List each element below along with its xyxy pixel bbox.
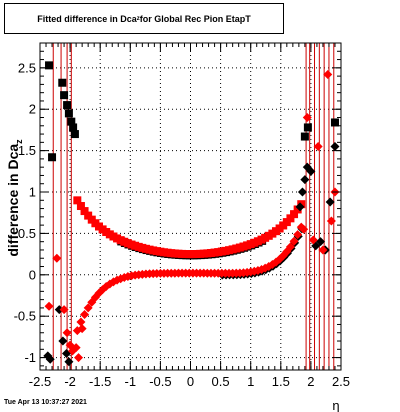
x-tick-label: 0.5	[212, 374, 230, 389]
y-tick-label: 0.5	[18, 226, 36, 241]
edge-diamond-marker	[297, 187, 307, 197]
x-tick-label: 2	[307, 374, 314, 389]
x-tick-label: 1.5	[272, 374, 290, 389]
edge-square-marker	[58, 78, 67, 87]
edge-square-marker	[70, 130, 79, 139]
chart-title-rest: for Global Rec Pion EtapT	[139, 13, 251, 24]
edge-diamond-marker	[302, 113, 312, 123]
x-tick-label: -0.5	[149, 374, 171, 389]
x-tick-label: -1	[125, 374, 137, 389]
edge-diamond-marker	[306, 166, 316, 176]
edge-diamond-marker	[64, 357, 74, 367]
x-axis-label: η	[332, 398, 339, 412]
edge-diamond-marker	[62, 328, 72, 338]
chart-title: Fitted difference in Dca z for Global Rec…	[4, 3, 284, 34]
footer-timestamp: Tue Apr 13 10:37:27 2021	[4, 399, 87, 406]
edge-square-marker	[45, 61, 54, 70]
y-tick-label: -1	[24, 350, 36, 365]
upper-curve-marker	[293, 205, 302, 214]
y-tick-label: 0	[29, 267, 36, 282]
y-tick-label: 1	[29, 185, 36, 200]
x-tick-label: -2	[64, 374, 76, 389]
edge-square-marker	[48, 153, 57, 162]
edge-diamond-marker	[295, 202, 305, 212]
edge-diamond-marker	[77, 324, 87, 334]
chart-title-main: Fitted difference in Dca	[37, 13, 137, 24]
edge-square-marker	[64, 109, 73, 118]
edge-diamond-marker	[59, 305, 69, 315]
axis-tick-labels: -2.5 -2 -1.5 -1 -0.5 0 0.5 1 1.5 2 2.5 -1 -0.5 0 0.5 1 1…	[14, 60, 350, 389]
data-markers	[43, 61, 340, 367]
lower-curve-marker	[76, 317, 86, 327]
x-tick-label: 0	[187, 374, 194, 389]
upper-curve-marker	[76, 202, 85, 211]
edge-diamond-marker	[316, 237, 326, 247]
edge-diamond-marker	[325, 197, 335, 207]
edge-square-marker	[330, 118, 339, 127]
edge-diamond-marker	[52, 253, 62, 263]
edge-square-marker	[63, 101, 72, 110]
edge-diamond-marker	[71, 343, 81, 353]
edge-diamond-marker	[300, 175, 310, 185]
edge-square-marker	[67, 117, 76, 126]
y-tick-label: 2	[29, 102, 36, 117]
y-tick-label: -0.5	[14, 309, 36, 324]
lower-curve-marker	[293, 230, 303, 240]
upper-curve-marker	[290, 210, 299, 219]
x-tick-label: -2.5	[29, 374, 51, 389]
edge-diamond-marker	[326, 216, 336, 226]
edge-diamond-marker	[299, 224, 309, 234]
lower-curve-marker	[289, 236, 299, 246]
y-tick-label: 2.5	[18, 60, 36, 75]
upper-curve-marker	[80, 207, 89, 216]
lower-curve-marker	[285, 242, 295, 252]
edge-diamond-marker	[74, 353, 84, 363]
chart-title-sub: z	[136, 15, 140, 22]
edge-diamond-marker	[44, 301, 54, 311]
edge-square-marker	[300, 132, 309, 141]
error-bars	[52, 43, 335, 370]
edge-diamond-marker	[45, 354, 55, 364]
edge-diamond-marker	[318, 245, 328, 255]
edge-square-marker	[60, 91, 69, 100]
edge-square-marker	[69, 123, 78, 132]
edge-diamond-marker	[54, 305, 64, 315]
x-tick-label: 2.5	[332, 374, 350, 389]
edge-diamond-marker	[330, 141, 340, 151]
edge-diamond-marker	[58, 336, 68, 346]
upper-curve-marker	[286, 214, 295, 223]
axis-ticks	[39, 43, 342, 370]
y-tick-label: 1.5	[18, 143, 36, 158]
y-axis-label: difference in Dcaz	[5, 139, 24, 257]
x-tick-label: 1	[247, 374, 254, 389]
edge-diamond-marker	[313, 141, 323, 151]
edge-diamond-marker	[308, 235, 318, 245]
edge-diamond-marker	[323, 69, 333, 79]
upper-curve-marker	[73, 196, 82, 205]
lower-curve-marker	[80, 309, 90, 319]
grid-lines	[40, 43, 341, 370]
x-tick-label: -1.5	[89, 374, 111, 389]
lower-curve-marker	[83, 303, 93, 313]
edge-square-marker	[303, 123, 312, 132]
upper-curve-marker	[84, 211, 93, 220]
